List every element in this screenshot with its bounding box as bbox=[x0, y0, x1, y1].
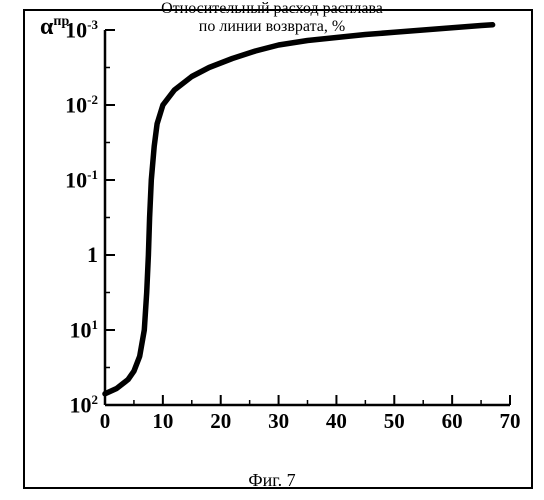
figure: { "chart": { "type": "line", "plot_area"… bbox=[0, 0, 544, 500]
y-tick-sup: 2 bbox=[92, 392, 99, 407]
y-tick-label: 10-2 bbox=[50, 92, 98, 118]
x-tick-label: 0 bbox=[90, 409, 120, 434]
y-tick-label: 10-1 bbox=[50, 167, 98, 193]
x-tick-label: 20 bbox=[206, 409, 236, 434]
x-tick-label: 60 bbox=[437, 409, 467, 434]
x-tick-label: 10 bbox=[148, 409, 178, 434]
y-tick-base: 10 bbox=[65, 17, 87, 42]
y-tick-base: 10 bbox=[65, 167, 87, 192]
x-tick-label: 70 bbox=[495, 409, 525, 434]
y-tick-sup: 1 bbox=[92, 317, 99, 332]
y-tick-base: 10 bbox=[65, 92, 87, 117]
figure-caption-text: Фиг. 7 bbox=[248, 470, 295, 490]
y-tick-sup: -3 bbox=[87, 17, 98, 32]
y-tick-sup: -1 bbox=[87, 167, 98, 182]
figure-caption: Фиг. 7 bbox=[0, 470, 544, 491]
y-tick-label: 10-3 bbox=[50, 17, 98, 43]
y-tick-base: 10 bbox=[70, 392, 92, 417]
y-tick-sup: -2 bbox=[87, 92, 98, 107]
x-tick-label: 30 bbox=[264, 409, 294, 434]
x-tick-label: 50 bbox=[379, 409, 409, 434]
y-tick-base: 10 bbox=[70, 317, 92, 342]
x-tick-label: 40 bbox=[321, 409, 351, 434]
y-tick-label: 1 bbox=[50, 242, 98, 268]
y-tick-label: 101 bbox=[50, 317, 98, 343]
y-tick-base: 1 bbox=[87, 242, 98, 267]
